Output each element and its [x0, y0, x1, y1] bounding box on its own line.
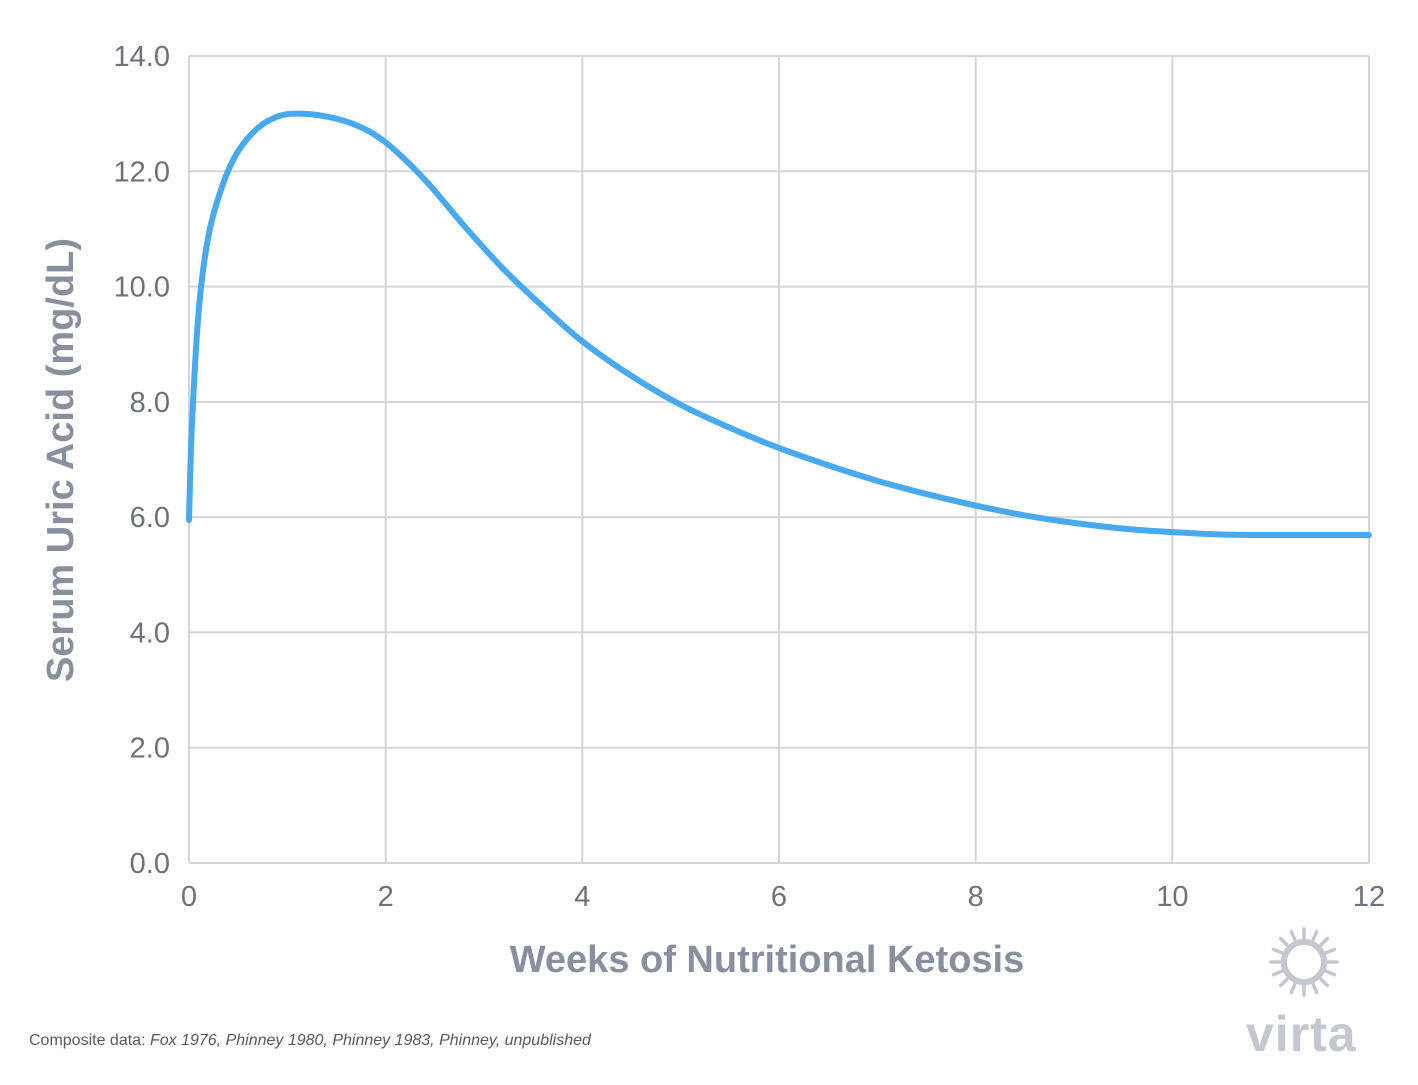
logo-ray — [1289, 982, 1297, 995]
logo-ray — [1278, 936, 1289, 947]
y-tick-label: 2.0 — [130, 733, 170, 765]
y-tick-label: 14.0 — [114, 41, 170, 73]
x-axis-title: Weeks of Nutritional Ketosis — [510, 939, 1025, 981]
x-axis-ticks: 0 2 4 6 8 10 12 — [181, 881, 1385, 913]
logo-ray — [1311, 929, 1319, 942]
y-tick-label: 6.0 — [130, 502, 170, 534]
series — [186, 110, 1372, 539]
y-tick-label: 8.0 — [130, 387, 170, 419]
footnote-prefix: Composite data: — [29, 1032, 146, 1049]
x-tick-label: 6 — [771, 881, 787, 913]
y-axis-title: Serum Uric Acid (mg/dL) — [40, 238, 82, 682]
series-line-0 — [186, 110, 1372, 539]
y-tick-label: 10.0 — [114, 272, 170, 304]
x-tick-label: 12 — [1353, 881, 1385, 913]
x-tick-label: 8 — [968, 881, 984, 913]
y-tick-label: 0.0 — [130, 848, 170, 880]
logo-ray — [1319, 936, 1330, 947]
grid — [188, 55, 1370, 864]
x-tick-label: 2 — [378, 881, 394, 913]
y-tick-label: 4.0 — [130, 617, 170, 649]
logo-ray — [1271, 969, 1284, 977]
y-axis-ticks: 0.0 2.0 4.0 6.0 8.0 10.0 12.0 14.0 — [114, 41, 170, 880]
x-tick-label: 0 — [181, 881, 197, 913]
logo-ray — [1289, 929, 1297, 942]
sun-icon — [1269, 927, 1339, 997]
y-tick-label: 12.0 — [114, 156, 170, 188]
logo-ray — [1324, 947, 1337, 955]
logo-ray — [1271, 947, 1284, 955]
brand-wordmark: virta — [1246, 1006, 1357, 1062]
logo-ray — [1278, 977, 1289, 988]
logo-ray — [1324, 969, 1337, 977]
logo-ray — [1319, 977, 1330, 988]
source-footnote: Composite data: Fox 1976, Phinney 1980, … — [29, 1032, 591, 1050]
x-tick-label: 4 — [574, 881, 590, 913]
logo-ray — [1311, 982, 1319, 995]
x-tick-label: 10 — [1156, 881, 1188, 913]
footnote-sources: Fox 1976, Phinney 1980, Phinney 1983, Ph… — [149, 1032, 591, 1049]
